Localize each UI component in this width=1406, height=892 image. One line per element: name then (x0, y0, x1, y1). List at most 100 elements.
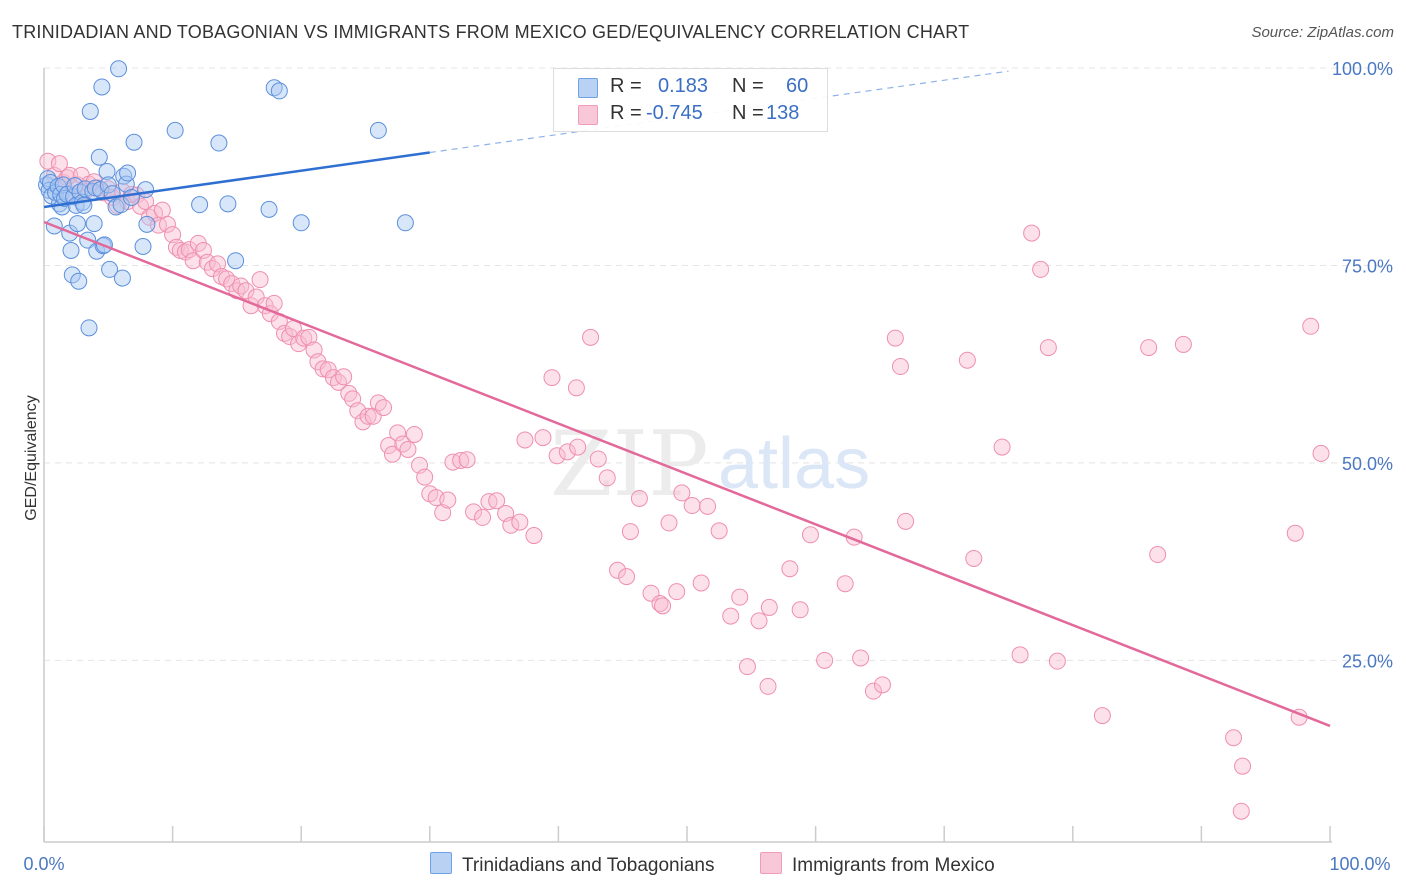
mexico-point (897, 512, 915, 530)
mexico-point (502, 516, 520, 534)
trinidadian-point (113, 269, 131, 287)
mexico-point (567, 379, 585, 397)
mexico-point (692, 574, 710, 592)
trend-line-mexico (43, 220, 1331, 728)
watermark-atlas: atlas (718, 424, 870, 504)
trinidadian-point (80, 319, 98, 337)
trinidadian-point (122, 189, 140, 207)
mexico-point (405, 425, 423, 443)
y-tick-label: 75.0% (1342, 256, 1393, 276)
mexico-point (1093, 707, 1111, 725)
legend-r-value: -0.745 (646, 102, 703, 124)
legend-swatch-pink (578, 105, 598, 125)
mexico-point (864, 682, 882, 700)
legend-r-label: R = (610, 102, 642, 124)
mexico-point (153, 201, 171, 219)
mexico-point (349, 402, 367, 420)
mexico-point (209, 255, 227, 273)
mexico-point (1225, 729, 1243, 747)
mexico-point (474, 508, 492, 526)
mexico-point (251, 271, 269, 289)
legend-n-label: N = (732, 75, 764, 97)
mexico-point (654, 597, 672, 615)
mexico-point (1048, 652, 1066, 670)
mexico-point (1234, 757, 1252, 775)
mexico-point (416, 468, 434, 486)
mexico-point (218, 270, 236, 288)
mexico-point (1011, 646, 1029, 664)
y-tick-label: 25.0% (1342, 651, 1393, 671)
mexico-point (660, 514, 678, 532)
mexico-point (511, 513, 529, 531)
legend-n-label: N = (732, 102, 764, 124)
mexico-point (131, 197, 149, 215)
x-tick-label-min: 0.0% (23, 854, 64, 874)
grid-lines (44, 67, 1395, 661)
trinidadian-point (63, 266, 81, 284)
mexico-point (389, 424, 407, 442)
trinidadian-point (81, 102, 99, 120)
mexico-point (722, 607, 740, 625)
mexico-point (1286, 524, 1304, 542)
mexico-point (295, 329, 313, 347)
mexico-point (434, 504, 452, 522)
mexico-point (1232, 802, 1250, 820)
bottom-legend-trinidadian: Trinidadians and Tobagonians (430, 852, 714, 877)
trinidadian-point (292, 214, 310, 232)
mexico-point (1039, 339, 1057, 357)
stats-legend: R = 0.183 N = 60 R = -0.745 N = 138 (553, 68, 828, 132)
mexico-point (458, 451, 476, 469)
trend-lines (43, 70, 1331, 728)
mexico-point (760, 598, 778, 616)
mexico-point (1149, 546, 1167, 564)
mexico-point (1302, 317, 1320, 335)
mexico-point (534, 429, 552, 447)
mexico-point (873, 676, 891, 694)
trinidadian-point (99, 176, 117, 194)
mexico-point (673, 484, 691, 502)
trinidadian-point (219, 195, 237, 213)
legend-r-label: R = (610, 75, 642, 97)
y-tick-label: 50.0% (1342, 454, 1393, 474)
bottom-legend-swatch-pink (760, 852, 782, 874)
mexico-point (598, 469, 616, 487)
trinidadian-point (110, 60, 128, 78)
mexico-point (569, 438, 587, 456)
mexico-point (958, 351, 976, 369)
chart-title: TRINIDADIAN AND TOBAGONIAN VS IMMIGRANTS… (12, 22, 970, 42)
mexico-point (465, 503, 483, 521)
trinidadian-point (210, 134, 228, 152)
mexico-point (384, 445, 402, 463)
mexico-point (621, 523, 639, 541)
trinidadian-point (227, 252, 245, 270)
legend-n-value: 60 (786, 75, 809, 97)
mexico-point (237, 282, 255, 300)
trinidadian-point (101, 260, 119, 278)
trinidadian-point (265, 79, 283, 97)
trinidadian-point (98, 162, 116, 180)
mexico-point (750, 612, 768, 630)
y-tick-labels: 25.0% 50.0% 75.0% 100.0% (1332, 59, 1393, 671)
trinidadian-point (70, 272, 88, 290)
mexico-point (759, 677, 777, 695)
trinidadian-point (41, 174, 59, 192)
mexico-point (375, 399, 393, 417)
mexico-point (452, 452, 470, 470)
legend-n-value: 138 (766, 102, 800, 124)
mexico-point (816, 651, 834, 669)
trend-line-trinidadian (43, 151, 430, 209)
y-tick-label: 100.0% (1332, 59, 1393, 79)
trinidadian-point (62, 241, 80, 259)
trinidadian-point (260, 200, 278, 218)
mexico-point (359, 407, 377, 425)
trinidadian-point (68, 215, 86, 233)
mexico-point (668, 583, 686, 601)
trinidadian-point (90, 148, 108, 166)
mexico-point (852, 649, 870, 667)
mexico-point (1140, 339, 1158, 357)
mexico-point (781, 560, 799, 578)
mexico-point (369, 394, 387, 412)
mexico-point (791, 601, 809, 619)
bottom-legend-label-pink: Immigrants from Mexico (792, 855, 995, 876)
x-ticks (43, 826, 1331, 842)
